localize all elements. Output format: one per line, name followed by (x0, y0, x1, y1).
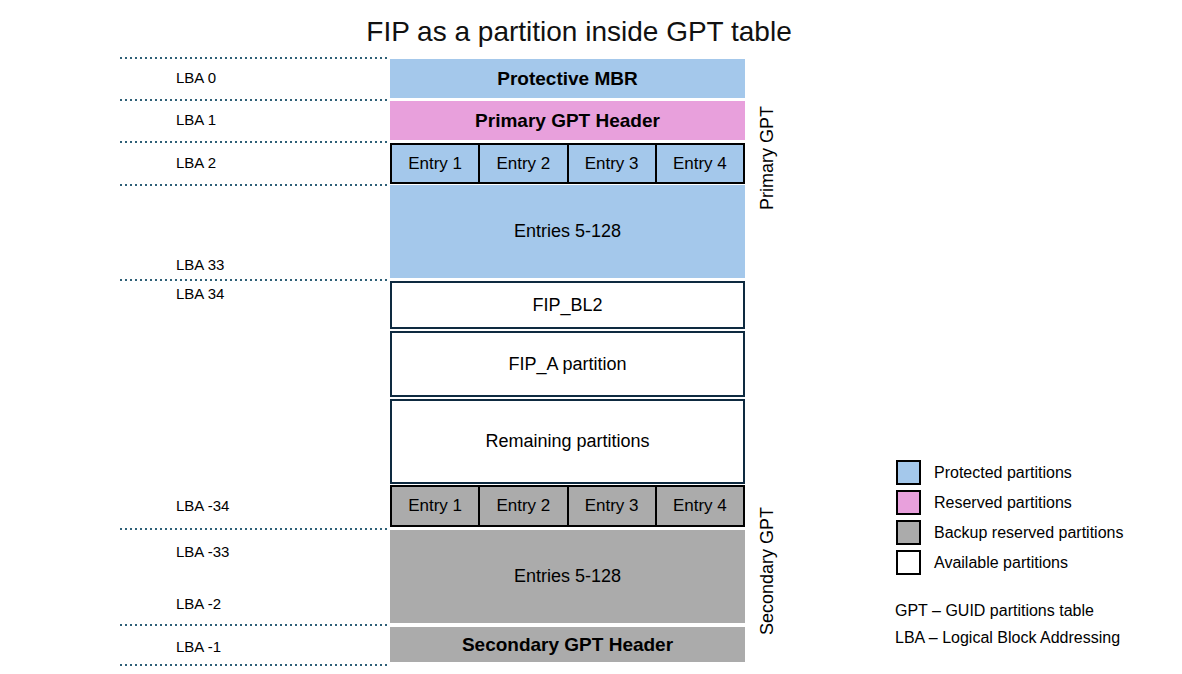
secondary-gpt-side-label: Secondary GPT (757, 501, 777, 641)
secondary-entry-cell-3: Entry 3 (567, 487, 655, 525)
legend-item-backup: Backup reserved partitions (896, 521, 1123, 544)
dotted-separator (120, 141, 390, 143)
note-gpt: GPT – GUID partitions table (895, 602, 1094, 620)
legend-item-reserved: Reserved partitions (896, 491, 1072, 514)
lba-label-33: LBA 33 (176, 256, 224, 273)
note-lba: LBA – Logical Block Addressing (895, 629, 1120, 647)
block-protective-mbr: Protective MBR (390, 59, 745, 98)
backup-swatch (896, 520, 921, 545)
legend-item-available: Available partitions (896, 551, 1068, 574)
secondary-entry-row: Entry 1 Entry 2 Entry 3 Entry 4 (390, 485, 745, 527)
primary-entry-row: Entry 1 Entry 2 Entry 3 Entry 4 (390, 143, 745, 184)
lba-label-neg34: LBA -34 (176, 497, 229, 514)
legend-label: Protected partitions (934, 464, 1072, 482)
secondary-entry-cell-4: Entry 4 (655, 487, 743, 525)
dotted-separator (120, 279, 390, 281)
lba-label-0: LBA 0 (176, 69, 216, 86)
protected-swatch (896, 460, 921, 485)
primary-gpt-side-label: Primary GPT (757, 98, 777, 218)
dotted-separator (120, 57, 390, 59)
dotted-separator (120, 528, 390, 530)
dotted-separator (120, 664, 390, 666)
block-remaining-partitions: Remaining partitions (390, 399, 745, 484)
reserved-swatch (896, 490, 921, 515)
block-primary-gpt-header: Primary GPT Header (390, 101, 745, 140)
block-secondary-entries-5-128: Entries 5-128 (390, 530, 745, 623)
lba-label-34: LBA 34 (176, 285, 224, 302)
legend-item-protected: Protected partitions (896, 461, 1072, 484)
lba-label-1: LBA 1 (176, 111, 216, 128)
primary-entry-cell-2: Entry 2 (478, 145, 566, 182)
block-fip-a-partition: FIP_A partition (390, 331, 745, 397)
primary-entry-cell-3: Entry 3 (567, 145, 655, 182)
diagram-title: FIP as a partition inside GPT table (366, 16, 791, 48)
lba-label-neg1: LBA -1 (176, 638, 221, 655)
primary-entry-cell-1: Entry 1 (392, 145, 478, 182)
legend-label: Reserved partitions (934, 494, 1072, 512)
dotted-separator (120, 99, 390, 101)
legend-label: Backup reserved partitions (934, 524, 1123, 542)
gpt-partition-diagram: FIP as a partition inside GPT table LBA … (0, 0, 1182, 674)
dotted-separator (120, 624, 390, 626)
lba-label-neg2: LBA -2 (176, 595, 221, 612)
primary-entry-cell-4: Entry 4 (655, 145, 743, 182)
block-primary-entries-5-128: Entries 5-128 (390, 185, 745, 278)
legend-label: Available partitions (934, 554, 1068, 572)
block-secondary-gpt-header: Secondary GPT Header (390, 627, 745, 662)
available-swatch (896, 550, 921, 575)
block-fip-bl2: FIP_BL2 (390, 281, 745, 329)
lba-label-neg33: LBA -33 (176, 543, 229, 560)
dotted-separator (120, 184, 390, 186)
secondary-entry-cell-2: Entry 2 (478, 487, 566, 525)
secondary-entry-cell-1: Entry 1 (392, 487, 478, 525)
lba-label-2: LBA 2 (176, 154, 216, 171)
